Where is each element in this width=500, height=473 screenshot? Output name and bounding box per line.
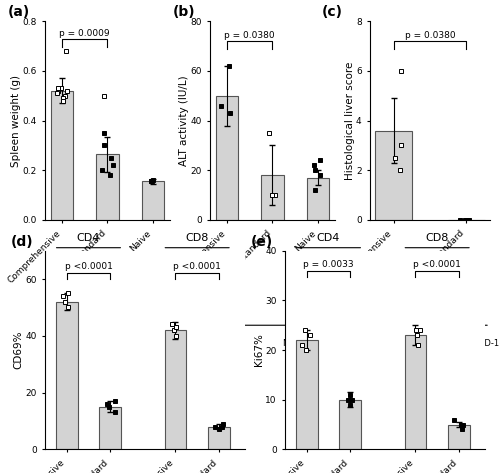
Y-axis label: CD69%: CD69% bbox=[14, 331, 24, 369]
Y-axis label: Histological liver score: Histological liver score bbox=[344, 61, 354, 180]
Bar bbox=[448, 425, 470, 449]
Y-axis label: Spleen weight (g): Spleen weight (g) bbox=[11, 75, 21, 166]
Text: NeoAdj α-PD-1+α-CD137: NeoAdj α-PD-1+α-CD137 bbox=[118, 339, 222, 348]
Text: NeoAdj α-PD-1+α-CD137: NeoAdj α-PD-1+α-CD137 bbox=[282, 339, 388, 348]
Bar bbox=[208, 427, 230, 449]
Text: CD4: CD4 bbox=[317, 233, 340, 243]
Bar bbox=[340, 400, 361, 449]
Bar bbox=[142, 182, 165, 220]
Y-axis label: Ki67%: Ki67% bbox=[254, 333, 264, 367]
Text: (b): (b) bbox=[172, 5, 195, 19]
Text: p <0.0001: p <0.0001 bbox=[64, 263, 112, 272]
Text: CD8: CD8 bbox=[186, 233, 209, 243]
Bar bbox=[261, 175, 284, 220]
Y-axis label: ALT activity (IU/L): ALT activity (IU/L) bbox=[179, 75, 189, 166]
Bar bbox=[50, 91, 74, 220]
Text: CD8: CD8 bbox=[426, 233, 449, 243]
Bar bbox=[404, 335, 426, 449]
Text: (d): (d) bbox=[11, 235, 34, 249]
Bar bbox=[96, 154, 119, 220]
Text: NeoAdj α-PD-1+α-CD137: NeoAdj α-PD-1+α-CD137 bbox=[438, 339, 500, 348]
Bar bbox=[296, 340, 318, 449]
Text: CD4: CD4 bbox=[77, 233, 100, 243]
Text: (e): (e) bbox=[251, 235, 273, 249]
Text: p = 0.0380: p = 0.0380 bbox=[404, 31, 456, 40]
Bar bbox=[376, 131, 412, 220]
Text: p = 0.0009: p = 0.0009 bbox=[60, 29, 110, 38]
Text: (a): (a) bbox=[8, 5, 30, 19]
Text: p = 0.0033: p = 0.0033 bbox=[303, 260, 354, 269]
Text: p = 0.0380: p = 0.0380 bbox=[224, 31, 275, 40]
Bar bbox=[164, 330, 186, 449]
Bar bbox=[100, 407, 121, 449]
Bar bbox=[216, 96, 238, 220]
Bar bbox=[56, 302, 78, 449]
Text: p <0.0001: p <0.0001 bbox=[413, 260, 461, 269]
Text: (c): (c) bbox=[322, 5, 343, 19]
Bar bbox=[306, 178, 330, 220]
Text: p <0.0001: p <0.0001 bbox=[173, 263, 221, 272]
